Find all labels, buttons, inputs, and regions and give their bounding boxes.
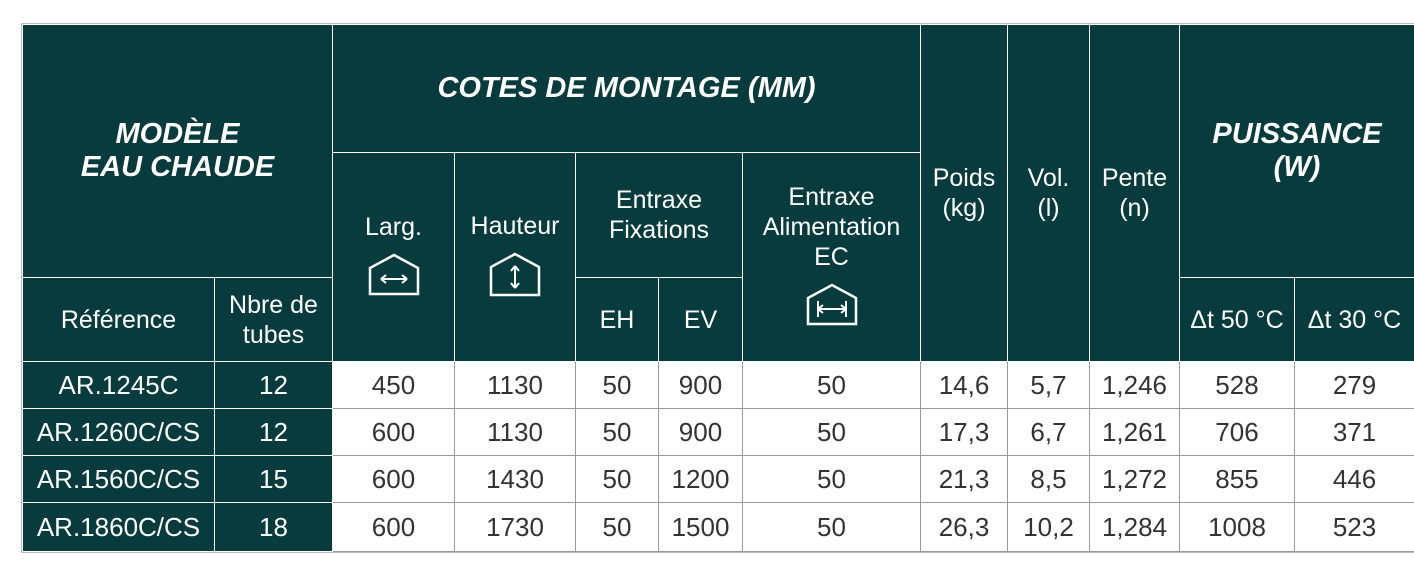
tube-count-header: Nbre de tubes [214,277,333,362]
supply-spacing-cell: 50 [742,408,921,456]
power-dt50-cell: 528 [1179,361,1295,409]
eh-cell: 50 [575,361,659,409]
product-spec-table: MODÈLE EAU CHAUDE COTES DE MONTAGE (MM) … [20,23,1414,553]
ev-header: EV [658,277,743,362]
ev-cell: 1200 [658,455,743,503]
width-cell: 600 [332,408,455,456]
eh-cell: 50 [575,455,659,503]
width-header-cell: Larg. [332,152,455,362]
weight-cell: 14,6 [920,361,1008,409]
table-row: AR.1245C 12 450 1130 50 900 50 14,6 5,7 … [22,361,1414,409]
reference-cell: AR.1260C/CS [22,408,215,456]
ev-cell: 900 [658,361,743,409]
height-cell: 1130 [454,361,576,409]
table-row: AR.1260C/CS 12 600 1130 50 900 50 17,3 6… [22,408,1414,456]
reference-cell: AR.1560C/CS [22,455,215,503]
slope-cell: 1,284 [1089,502,1180,552]
eh-header: EH [575,277,659,362]
width-cell: 600 [332,455,455,503]
tube-count-cell: 18 [214,502,333,552]
eh-cell: 50 [575,408,659,456]
width-arrows-icon [367,252,421,296]
weight-header: Poids (kg) [920,24,1008,362]
power-header: PUISSANCE (W) [1178,24,1414,278]
tube-count-cell: 12 [214,408,333,456]
ev-cell: 1500 [658,502,743,552]
power-dt30-header: Δt 30 °C [1293,277,1414,362]
power-dt30-cell: 446 [1293,455,1414,503]
power-dt50-header: Δt 50 °C [1179,277,1295,362]
reference-cell: AR.1245C [22,361,215,409]
volume-cell: 8,5 [1007,455,1090,503]
fixing-spacing-header: Entraxe Fixations [575,152,743,278]
supply-spacing-icon [805,282,859,326]
ev-cell: 900 [658,408,743,456]
slope-cell: 1,246 [1089,361,1180,409]
power-dt30-cell: 523 [1293,502,1414,552]
eh-cell: 50 [575,502,659,552]
weight-cell: 21,3 [920,455,1008,503]
volume-cell: 6,7 [1007,408,1090,456]
supply-spacing-cell: 50 [742,502,921,552]
volume-header: Vol. (l) [1007,24,1090,362]
width-cell: 450 [332,361,455,409]
power-dt30-cell: 371 [1293,408,1414,456]
table-row: AR.1560C/CS 15 600 1430 50 1200 50 21,3 … [22,455,1414,503]
supply-spacing-cell: 50 [742,361,921,409]
power-dt50-cell: 1008 [1179,502,1295,552]
supply-spacing-cell: 50 [742,455,921,503]
slope-header: Pente (n) [1089,24,1180,362]
width-label: Larg. [365,212,422,241]
mounting-dimensions-header: COTES DE MONTAGE (MM) [332,24,921,153]
tube-count-cell: 12 [214,361,333,409]
height-cell: 1730 [454,502,576,552]
power-dt50-cell: 706 [1179,408,1295,456]
slope-cell: 1,272 [1089,455,1180,503]
tube-count-cell: 15 [214,455,333,503]
reference-header: Référence [22,277,215,362]
slope-cell: 1,261 [1089,408,1180,456]
height-cell: 1430 [454,455,576,503]
model-header: MODÈLE EAU CHAUDE [22,24,333,278]
height-arrows-icon [488,251,542,297]
weight-cell: 26,3 [920,502,1008,552]
supply-spacing-header-cell: Entraxe Alimentation EC [742,152,921,362]
table-row: AR.1860C/CS 18 600 1730 50 1500 50 26,3 … [22,502,1414,552]
height-label: Hauteur [470,211,560,240]
width-cell: 600 [332,502,455,552]
weight-cell: 17,3 [920,408,1008,456]
height-cell: 1130 [454,408,576,456]
volume-cell: 5,7 [1007,361,1090,409]
reference-cell: AR.1860C/CS [22,502,215,552]
power-dt30-cell: 279 [1293,361,1414,409]
power-dt50-cell: 855 [1179,455,1295,503]
supply-spacing-label: Entraxe Alimentation EC [762,182,901,271]
height-header-cell: Hauteur [454,152,576,362]
volume-cell: 10,2 [1007,502,1090,552]
